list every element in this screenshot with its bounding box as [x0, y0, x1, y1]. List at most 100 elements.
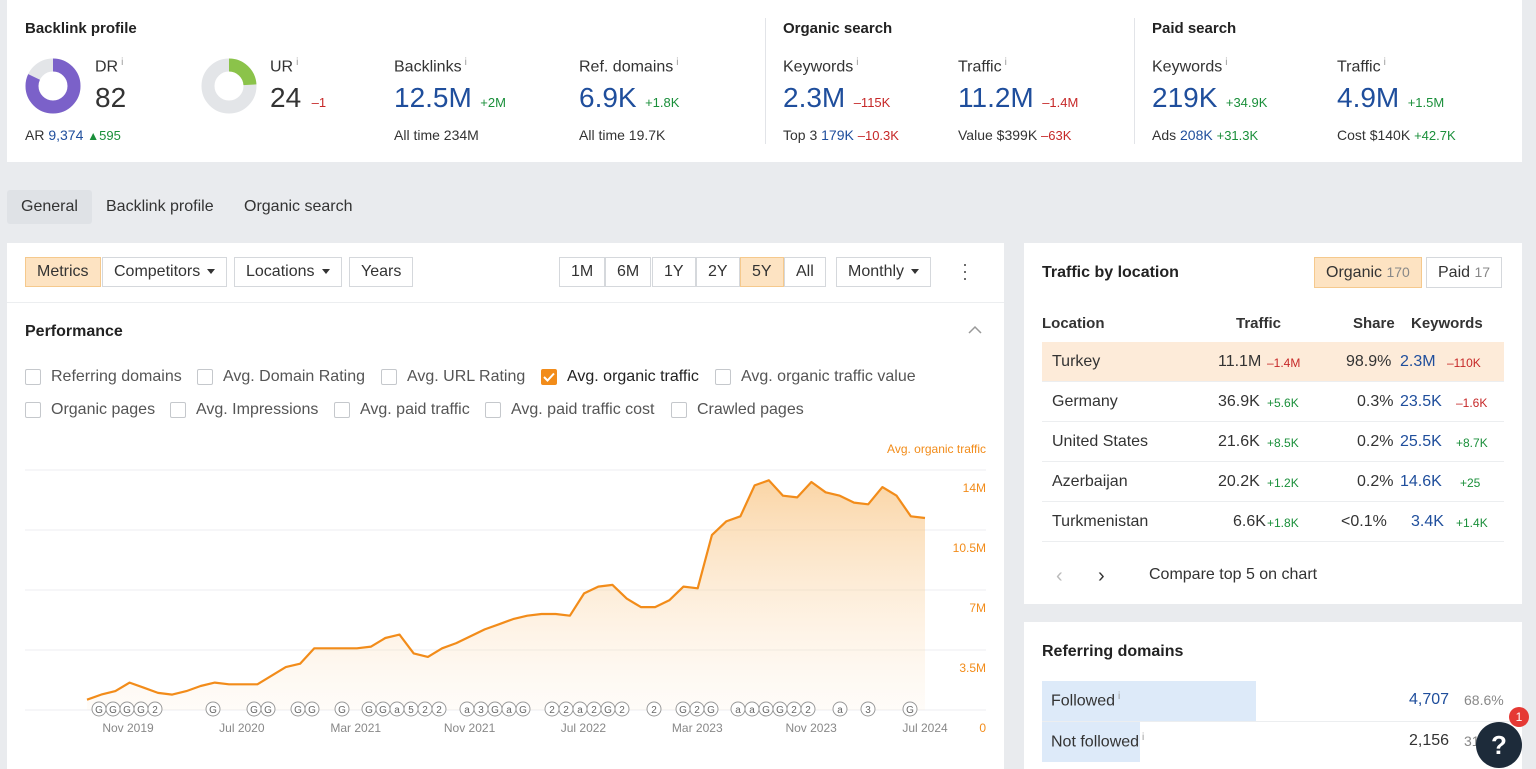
followed-label[interactable]: Followed i — [1051, 691, 1121, 710]
followed-percent: 68.6% — [1464, 692, 1504, 708]
svg-text:5: 5 — [408, 705, 414, 716]
location-table: Turkey 11.1M –1.4M 98.9% 2.3M –110K Germ… — [1042, 342, 1504, 546]
annotation-marker: G — [703, 701, 719, 717]
annotation-marker: a — [832, 701, 848, 717]
annotation-marker: G — [334, 701, 350, 717]
svg-text:G: G — [338, 705, 346, 716]
organic-traffic-label[interactable]: Traffic i — [958, 57, 1007, 76]
table-row[interactable]: Turkey 11.1M –1.4M 98.9% 2.3M –110K — [1042, 342, 1504, 382]
col-keywords-header[interactable]: Keywords — [1411, 315, 1483, 332]
range-1y-button[interactable]: 1Y — [652, 257, 696, 287]
up-arrow-icon: ▲ — [87, 129, 100, 143]
paid-toggle[interactable]: Paid 17 — [1426, 257, 1503, 288]
table-row[interactable]: United States 21.6K +8.5K 0.2% 25.5K +8.… — [1042, 422, 1504, 462]
organic-keywords-label[interactable]: Keywords i — [783, 57, 859, 76]
annotation-marker: a — [744, 701, 760, 717]
paid-traffic-label[interactable]: Traffic i — [1337, 57, 1386, 76]
organic-traffic-chart[interactable]: 14M 10.5M 7M 3.5M 0 Nov 2019 Jul 2020 Mar 2021… — [7, 433, 1004, 743]
paid-keywords-label[interactable]: Keywords i — [1152, 57, 1228, 76]
svg-text:G: G — [308, 705, 316, 716]
svg-text:a: a — [837, 705, 843, 716]
annotation-marker: 2 — [614, 701, 630, 717]
annotation-marker: 2 — [417, 701, 433, 717]
followed-value[interactable]: 4,707 — [1409, 691, 1450, 708]
svg-text:G: G — [294, 705, 302, 716]
checkbox-avg-paid-traffic-cost[interactable]: Avg. paid traffic cost — [485, 401, 654, 419]
backlink-profile-title: Backlink profile — [25, 20, 137, 37]
tab-organic-search[interactable]: Organic search — [244, 198, 353, 215]
svg-text:G: G — [137, 705, 145, 716]
svg-text:G: G — [906, 705, 914, 716]
x-tick-label: Jul 2024 — [902, 721, 948, 735]
locations-dropdown[interactable]: Locations — [234, 257, 342, 287]
svg-text:2: 2 — [591, 705, 597, 716]
checkbox-referring-domains[interactable]: Referring domains — [25, 368, 182, 386]
checkbox-box — [334, 402, 350, 418]
paid-cost: Cost $140K +42.7K — [1337, 127, 1456, 143]
svg-text:G: G — [776, 705, 784, 716]
checkbox-avg-paid-traffic[interactable]: Avg. paid traffic — [334, 401, 470, 419]
not-followed-value[interactable]: 2,156 — [1409, 732, 1450, 749]
metrics-button[interactable]: Metrics — [25, 257, 101, 287]
prev-page-icon[interactable]: ‹ — [1056, 565, 1063, 587]
tab-general[interactable]: General — [7, 190, 92, 224]
performance-card: Metrics Competitors Locations Years 1M 6… — [7, 243, 1004, 769]
svg-text:G: G — [707, 705, 715, 716]
more-options-icon[interactable]: · · · — [962, 254, 968, 288]
annotation-marker: a — [572, 701, 588, 717]
checkbox-box — [197, 369, 213, 385]
not-followed-label[interactable]: Not followed i — [1051, 732, 1145, 751]
backlinks-value-row: 12.5M +2M — [394, 82, 506, 113]
compare-top5-link[interactable]: Compare top 5 on chart — [1149, 566, 1318, 583]
checkbox-organic-pages[interactable]: Organic pages — [25, 401, 155, 419]
tab-backlink-profile[interactable]: Backlink profile — [106, 198, 214, 215]
table-row[interactable]: Turkmenistan 6.6K +1.8K <0.1% 3.4K +1.4K — [1042, 502, 1504, 542]
checkbox-box — [671, 402, 687, 418]
organic-traffic-value[interactable]: 11.2M — [958, 82, 1034, 113]
checkbox-box — [715, 369, 731, 385]
checkbox-crawled-pages[interactable]: Crawled pages — [671, 401, 804, 419]
organic-keywords-value[interactable]: 2.3M — [783, 82, 846, 113]
range-1m-button[interactable]: 1M — [559, 257, 606, 287]
next-page-icon[interactable]: › — [1098, 565, 1105, 587]
organic-toggle[interactable]: Organic 170 — [1314, 257, 1422, 288]
collapse-chevron-icon[interactable] — [968, 325, 982, 335]
dr-label[interactable]: DR i — [95, 57, 124, 76]
svg-text:G: G — [762, 705, 770, 716]
col-share-header[interactable]: Share — [1353, 315, 1395, 332]
ur-label[interactable]: UR i — [270, 57, 299, 76]
range-2y-button[interactable]: 2Y — [696, 257, 740, 287]
interval-dropdown[interactable]: Monthly — [836, 257, 932, 287]
backlinks-value[interactable]: 12.5M — [394, 82, 472, 113]
col-location-header[interactable]: Location — [1042, 315, 1105, 332]
range-all-button[interactable]: All — [784, 257, 826, 287]
table-row[interactable]: Germany 36.9K +5.6K 0.3% 23.5K –1.6K — [1042, 382, 1504, 422]
checkbox-box — [485, 402, 501, 418]
checkbox-avg-domain-rating[interactable]: Avg. Domain Rating — [197, 368, 365, 386]
caret-down-icon — [911, 269, 920, 275]
checkbox-avg-impressions[interactable]: Avg. Impressions — [170, 401, 318, 419]
table-row[interactable]: Azerbaijan 20.2K +1.2K 0.2% 14.6K +25 — [1042, 462, 1504, 502]
years-button[interactable]: Years — [349, 257, 414, 287]
competitors-dropdown[interactable]: Competitors — [102, 257, 228, 287]
range-6m-button[interactable]: 6M — [605, 257, 652, 287]
range-5y-button[interactable]: 5Y — [740, 257, 784, 287]
checkbox-avg-organic-traffic[interactable]: Avg. organic traffic — [541, 368, 699, 386]
checkbox-avg-organic-traffic-value[interactable]: Avg. organic traffic value — [715, 368, 916, 386]
annotation-marker: G — [758, 701, 774, 717]
svg-text:G: G — [250, 705, 258, 716]
svg-text:a: a — [464, 705, 470, 716]
x-tick-label: Mar 2021 — [330, 721, 381, 735]
svg-text:3: 3 — [478, 705, 484, 716]
followed-bar — [1042, 681, 1256, 721]
help-button[interactable]: ? — [1476, 722, 1522, 768]
paid-keywords-value[interactable]: 219K — [1152, 82, 1218, 113]
backlinks-label[interactable]: Backlinks i — [394, 57, 467, 76]
annotation-marker: G — [290, 701, 306, 717]
paid-traffic-value[interactable]: 4.9M — [1337, 82, 1400, 113]
svg-text:G: G — [491, 705, 499, 716]
ref-domains-label[interactable]: Ref. domains i — [579, 57, 679, 76]
col-traffic-header[interactable]: Traffic — [1236, 315, 1282, 332]
ref-domains-value[interactable]: 6.9K — [579, 82, 637, 113]
checkbox-avg-url-rating[interactable]: Avg. URL Rating — [381, 368, 525, 386]
